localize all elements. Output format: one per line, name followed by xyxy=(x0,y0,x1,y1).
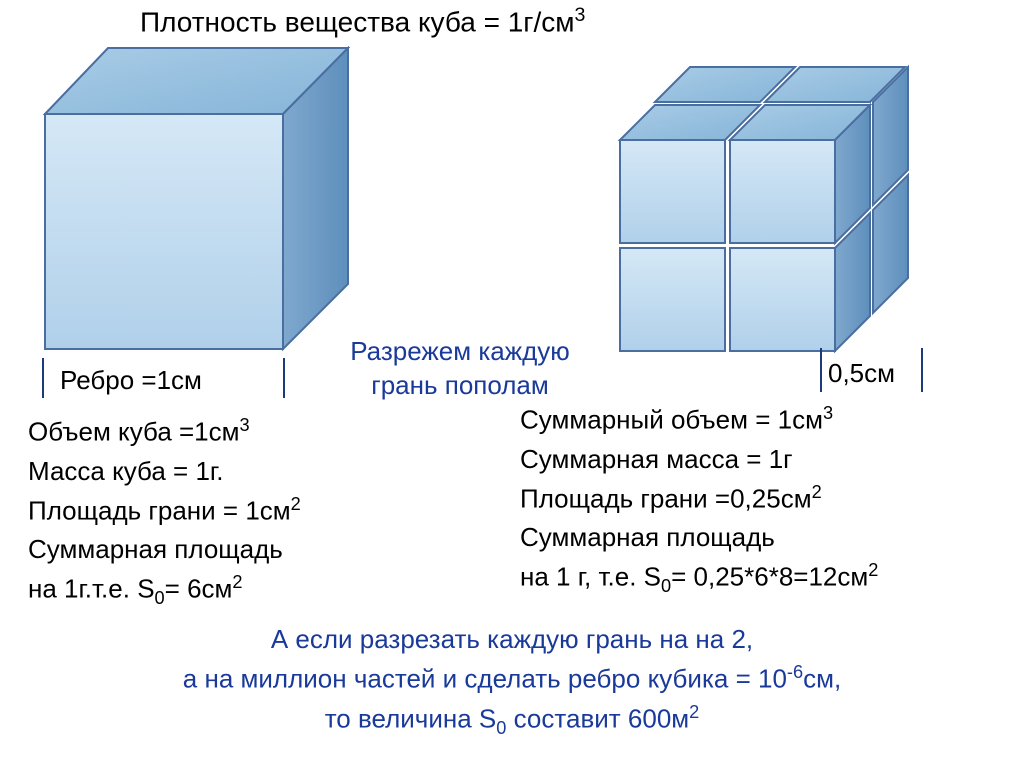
list-item: Суммарный объем = 1см3 xyxy=(520,400,878,440)
t: Суммарная площадь xyxy=(28,534,283,564)
s: 2 xyxy=(291,494,301,514)
divided-cube-svg xyxy=(600,60,1000,360)
t: на 1г.т.е. S xyxy=(28,574,155,604)
single-cube-edge-label: Ребро =1см xyxy=(60,365,202,396)
list-item: Масса куба = 1г. xyxy=(28,452,301,491)
footer-conclusion: А если разрезать каждую грань на на 2, а… xyxy=(0,620,1024,742)
divided-cube-properties: Суммарный объем = 1см3 Суммарная масса =… xyxy=(520,400,878,600)
title-sup: 3 xyxy=(575,4,586,26)
divided-cube-edge-label: 0,5см xyxy=(828,358,895,389)
sb: 0 xyxy=(155,588,165,608)
edge-tick-div-right xyxy=(921,348,924,392)
t: Площадь грани = 1см xyxy=(28,495,291,525)
footer-l3: то величина S0 составит 600м2 xyxy=(0,699,1024,742)
s: 2 xyxy=(812,482,822,502)
list-item: Площадь грани = 1см2 xyxy=(28,491,301,531)
s: 3 xyxy=(240,415,250,435)
edge-tick-div-left xyxy=(820,348,823,392)
single-cube-svg xyxy=(30,46,370,356)
s: -6 xyxy=(787,662,803,682)
t: то величина S xyxy=(325,703,497,733)
list-item: на 1 г, т.е. S0= 0,25*6*8=12см2 xyxy=(520,557,878,600)
cut-l1: Разрежем каждую xyxy=(350,336,570,366)
s: 3 xyxy=(823,403,833,423)
divided-cube-diagram xyxy=(600,60,1000,350)
cut-l2: грань пополам xyxy=(371,370,549,400)
single-cube-properties: Объем куба =1см3 Масса куба = 1г. Площад… xyxy=(28,412,301,612)
title-text: Плотность вещества куба = 1г/см xyxy=(140,6,575,37)
t: Объем куба =1см xyxy=(28,417,240,447)
t: Масса куба = 1г. xyxy=(28,456,223,486)
list-item: Площадь грани =0,25см2 xyxy=(520,479,878,519)
t: Площадь грани =0,25см xyxy=(520,483,812,513)
list-item: Суммарная масса = 1г xyxy=(520,440,878,479)
m: составит 600м xyxy=(506,703,689,733)
edge-tick-left xyxy=(42,358,45,398)
s: 2 xyxy=(689,702,699,722)
p: см, xyxy=(803,664,841,694)
footer-l2: а на миллион частей и сделать ребро куби… xyxy=(0,659,1024,699)
t: а на миллион частей и сделать ребро куби… xyxy=(183,664,787,694)
sb: 0 xyxy=(496,718,506,738)
t: Суммарный объем = 1см xyxy=(520,405,823,435)
t: Суммарная масса = 1г xyxy=(520,444,793,474)
sb: 0 xyxy=(661,576,671,596)
list-item: на 1г.т.е. S0= 6см2 xyxy=(28,569,301,612)
list-item: Суммарная площадь xyxy=(28,530,301,569)
single-cube-diagram xyxy=(30,46,370,356)
cut-instruction: Разрежем каждую грань пополам xyxy=(330,335,590,403)
t: Суммарная площадь xyxy=(520,522,775,552)
s: 2 xyxy=(868,560,878,580)
list-item: Суммарная площадь xyxy=(520,518,878,557)
page-title: Плотность вещества куба = 1г/см3 xyxy=(140,4,840,38)
p: = 6см xyxy=(165,574,233,604)
s: 2 xyxy=(232,572,242,592)
list-item: Объем куба =1см3 xyxy=(28,412,301,452)
footer-l1: А если разрезать каждую грань на на 2, xyxy=(0,620,1024,659)
t: на 1 г, т.е. S xyxy=(520,562,661,592)
p: = 0,25*6*8=12см xyxy=(671,562,868,592)
edge-tick-right xyxy=(283,358,286,398)
